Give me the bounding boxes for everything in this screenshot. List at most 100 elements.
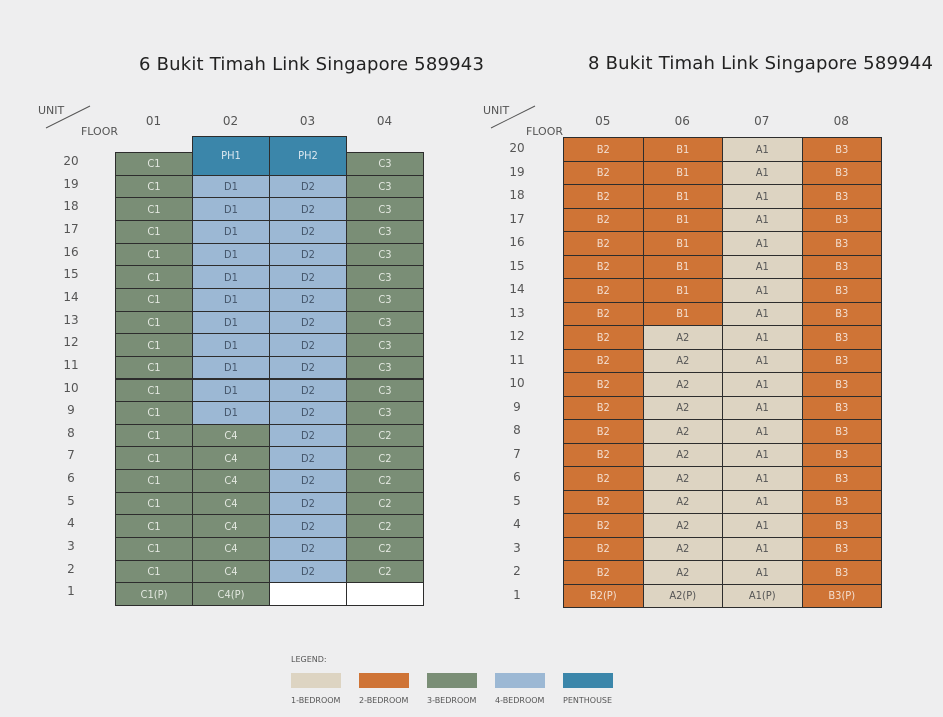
unit-cell[interactable]: B1 [642,231,723,256]
unit-cell[interactable]: B1 [642,184,723,209]
unit-cell[interactable]: C1 [115,174,193,199]
unit-cell[interactable]: C3 [346,152,424,176]
unit-cell[interactable]: C2 [346,446,424,471]
unit-cell[interactable]: B2 [563,254,644,279]
unit-cell[interactable]: C1 [115,310,193,335]
unit-cell[interactable]: C2 [346,491,424,516]
unit-cell[interactable]: B3 [801,513,882,538]
unit-cell[interactable]: B2 [563,301,644,326]
unit-cell[interactable]: C3 [346,174,424,199]
unit-cell[interactable]: B2 [563,419,644,444]
unit-cell[interactable]: PH2 [269,136,347,176]
unit-cell[interactable]: A2 [642,325,723,350]
unit-cell[interactable]: C1 [115,333,193,357]
unit-cell[interactable]: A2 [642,372,723,397]
unit-cell[interactable]: B2 [563,184,644,209]
unit-cell[interactable]: C4 [192,446,270,471]
unit-cell[interactable]: D2 [269,310,347,335]
unit-cell[interactable]: B2 [563,466,644,491]
unit-cell[interactable]: A1 [722,254,803,279]
unit-cell[interactable]: B3 [801,395,882,420]
unit-cell[interactable] [346,582,424,606]
unit-cell[interactable]: D1 [192,219,270,244]
unit-cell[interactable]: A1 [722,513,803,538]
unit-cell[interactable]: C3 [346,355,424,380]
unit-cell[interactable]: C2 [346,469,424,493]
unit-cell[interactable]: A2 [642,348,723,373]
unit-cell[interactable]: B3 [801,442,882,467]
unit-cell[interactable]: C1 [115,537,193,561]
unit-cell[interactable]: B1 [642,160,723,185]
unit-cell[interactable]: B2 [563,395,644,420]
unit-cell[interactable]: D2 [269,446,347,471]
unit-cell[interactable]: C2 [346,559,424,584]
unit-cell[interactable]: B3 [801,419,882,444]
unit-cell[interactable]: D1 [192,197,270,221]
unit-cell[interactable]: A1 [722,348,803,373]
unit-cell[interactable]: B2 [563,160,644,185]
unit-cell[interactable]: C1 [115,423,193,448]
unit-cell[interactable]: C3 [346,333,424,357]
unit-cell[interactable]: D2 [269,423,347,448]
unit-cell[interactable]: C1 [115,197,193,221]
unit-cell[interactable]: D2 [269,469,347,493]
unit-cell[interactable]: D1 [192,355,270,380]
unit-cell[interactable]: C4 [192,559,270,584]
unit-cell[interactable]: A1(P) [722,583,803,608]
unit-cell[interactable]: C1 [115,514,193,539]
unit-cell[interactable]: B3 [801,372,882,397]
unit-cell[interactable]: C3 [346,401,424,425]
unit-cell[interactable]: B3 [801,489,882,514]
unit-cell[interactable]: A1 [722,160,803,185]
unit-cell[interactable]: C1 [115,378,193,403]
unit-cell[interactable]: D2 [269,491,347,516]
unit-cell[interactable]: A1 [722,560,803,585]
unit-cell[interactable]: B3 [801,207,882,232]
unit-cell[interactable]: C2 [346,514,424,539]
unit-cell[interactable]: A2 [642,560,723,585]
unit-cell[interactable]: D2 [269,174,347,199]
unit-cell[interactable]: B1 [642,301,723,326]
unit-cell[interactable]: D2 [269,559,347,584]
unit-cell[interactable]: D2 [269,242,347,267]
unit-cell[interactable]: D2 [269,219,347,244]
unit-cell[interactable]: C1 [115,559,193,584]
unit-cell[interactable]: A2(P) [642,583,723,608]
unit-cell[interactable]: B3 [801,325,882,350]
unit-cell[interactable]: D2 [269,333,347,357]
unit-cell[interactable]: B3 [801,160,882,185]
unit-cell[interactable]: B3 [801,348,882,373]
unit-cell[interactable]: C4 [192,514,270,539]
unit-cell[interactable]: B2 [563,489,644,514]
unit-cell[interactable]: B2(P) [563,583,644,608]
unit-cell[interactable]: D2 [269,355,347,380]
unit-cell[interactable]: A1 [722,278,803,303]
unit-cell[interactable]: C3 [346,242,424,267]
unit-cell[interactable]: A1 [722,489,803,514]
unit-cell[interactable]: C3 [346,265,424,289]
unit-cell[interactable]: D2 [269,537,347,561]
unit-cell[interactable]: C1 [115,287,193,312]
unit-cell[interactable]: C2 [346,423,424,448]
unit-cell[interactable]: B2 [563,536,644,561]
unit-cell[interactable]: B2 [563,372,644,397]
unit-cell[interactable]: C4(P) [192,582,270,606]
unit-cell[interactable]: A1 [722,207,803,232]
unit-cell[interactable]: B3 [801,536,882,561]
unit-cell[interactable]: D1 [192,174,270,199]
unit-cell[interactable]: A1 [722,137,803,162]
unit-cell[interactable]: A1 [722,442,803,467]
unit-cell[interactable]: C3 [346,378,424,403]
unit-cell[interactable]: C1 [115,219,193,244]
unit-cell[interactable]: C1 [115,469,193,493]
unit-cell[interactable]: D2 [269,401,347,425]
unit-cell[interactable]: D1 [192,378,270,403]
unit-cell[interactable]: PH1 [192,136,270,176]
unit-cell[interactable]: D1 [192,401,270,425]
unit-cell[interactable]: A2 [642,466,723,491]
unit-cell[interactable]: C4 [192,423,270,448]
unit-cell[interactable]: B3 [801,278,882,303]
unit-cell[interactable]: A1 [722,466,803,491]
unit-cell[interactable]: A1 [722,184,803,209]
unit-cell[interactable]: A1 [722,325,803,350]
